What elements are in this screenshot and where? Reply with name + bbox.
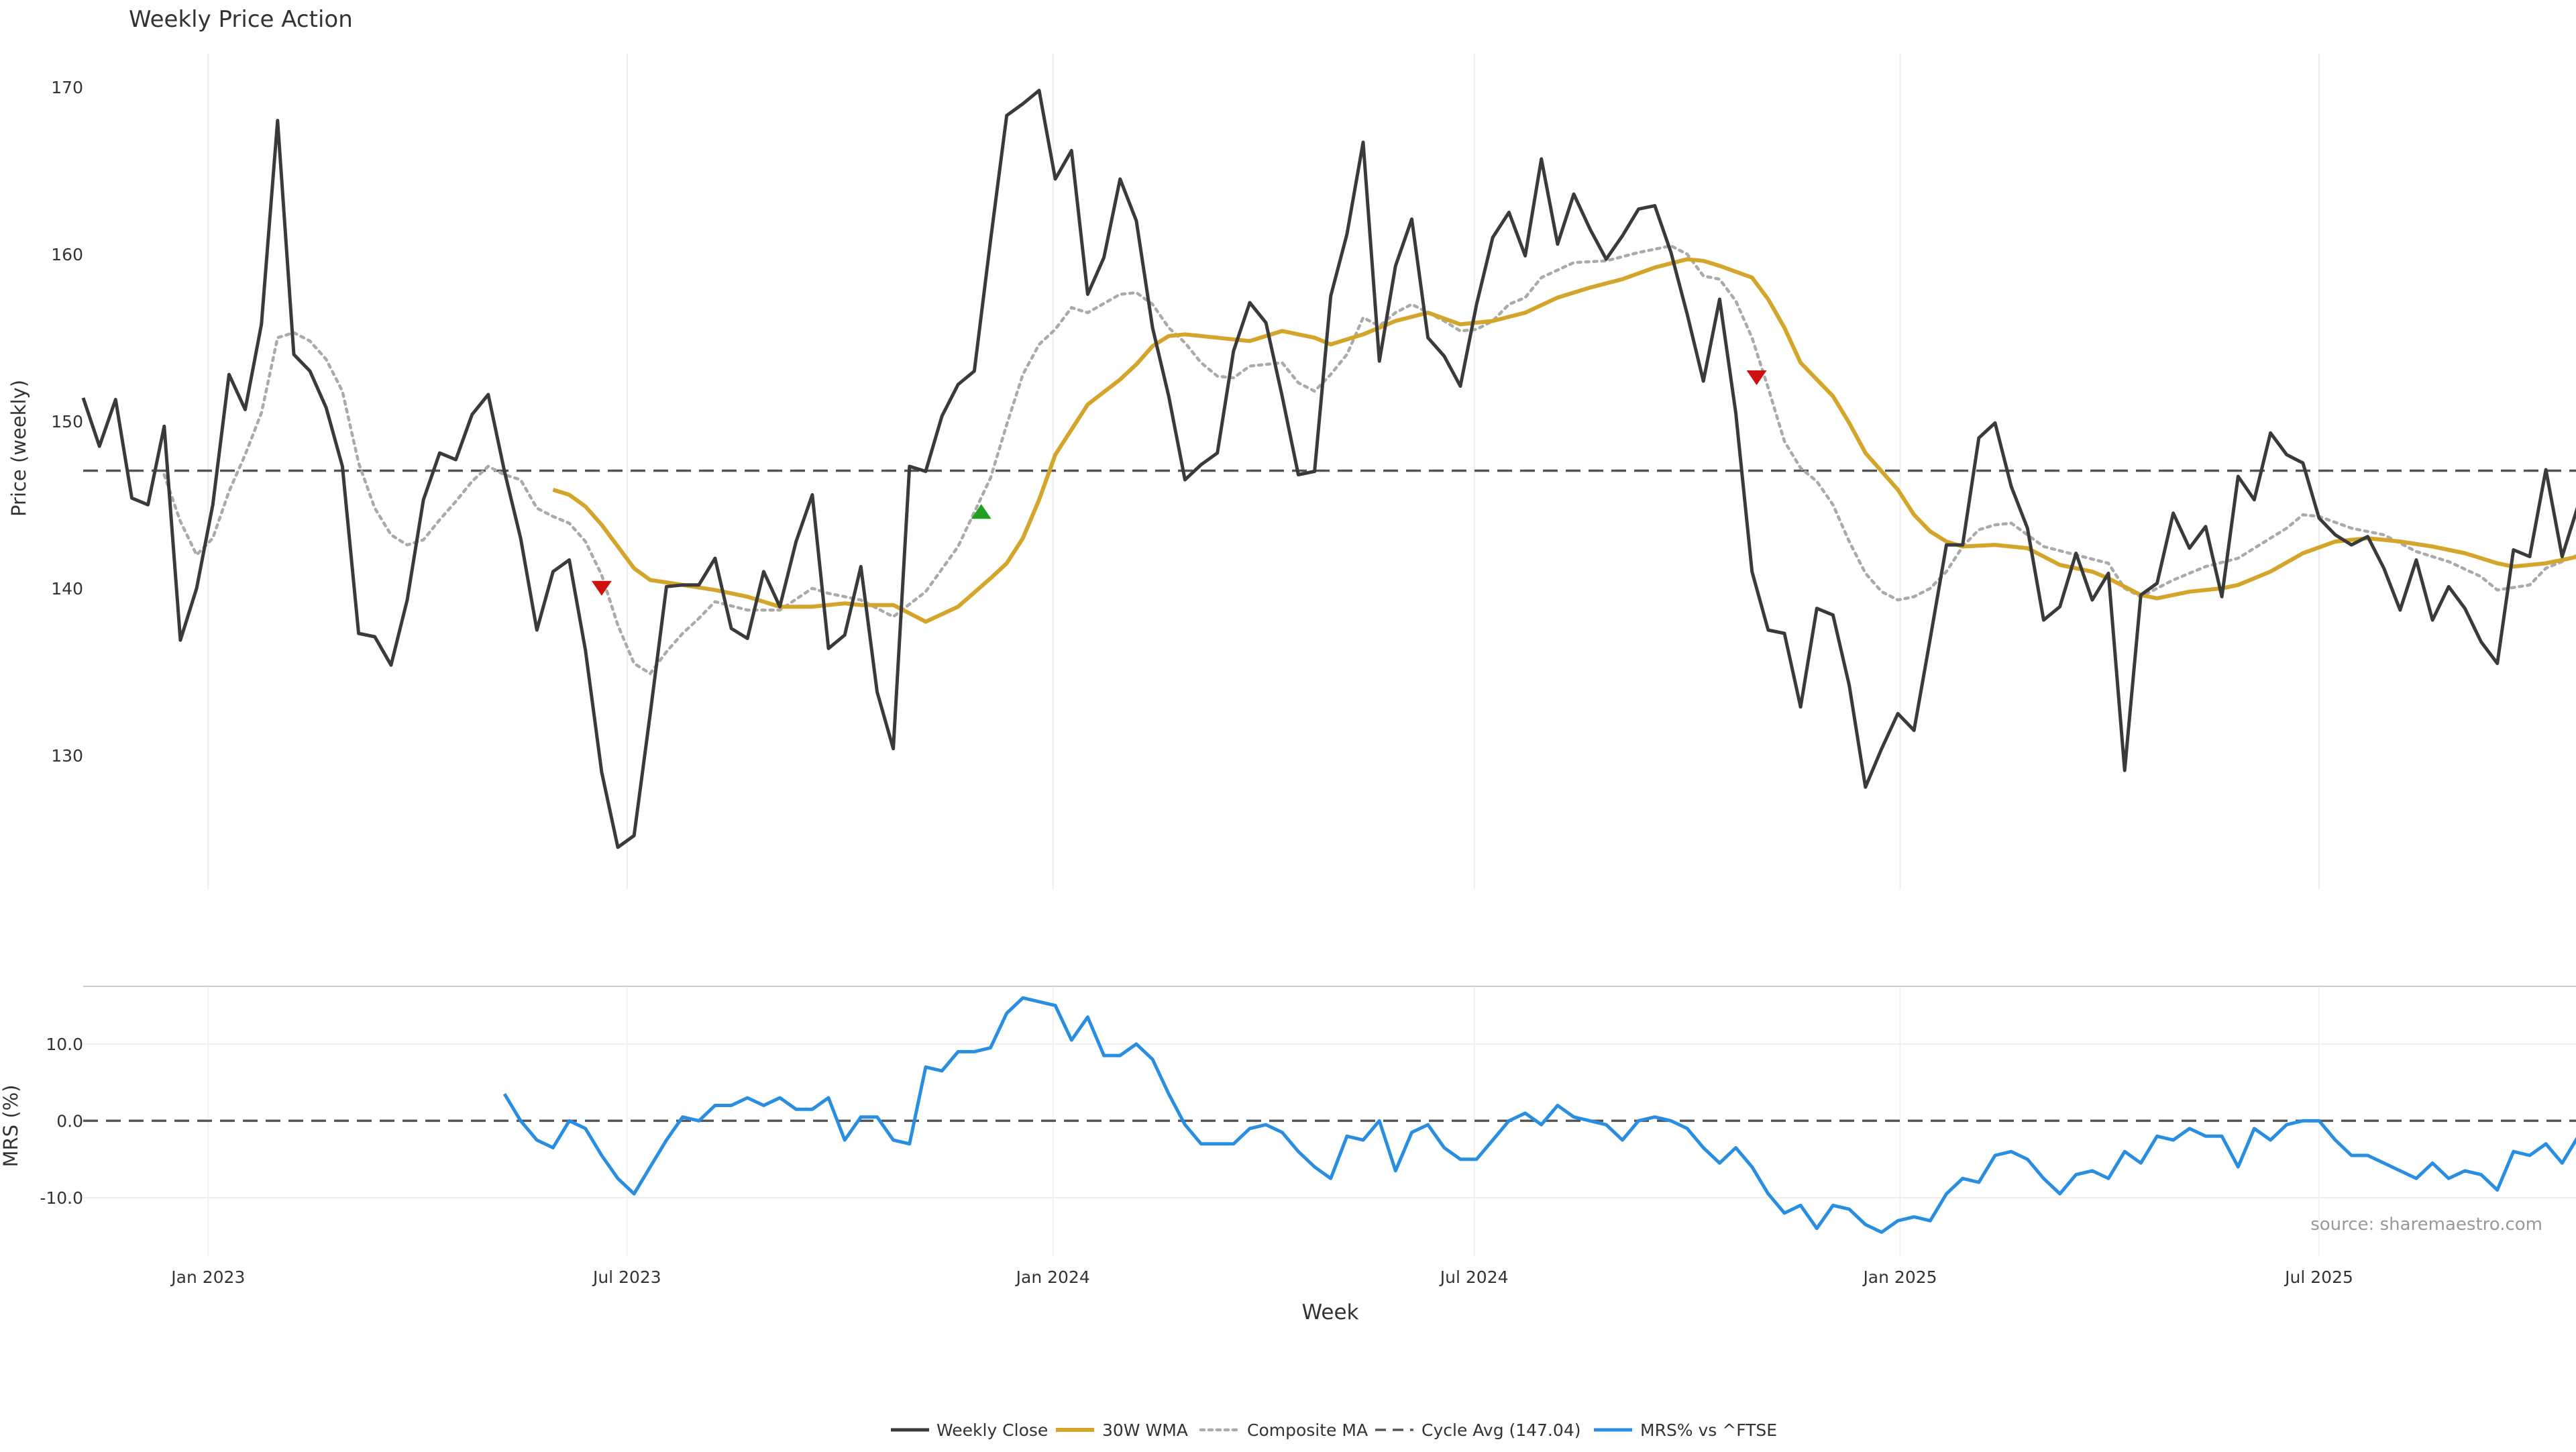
legend-item-wma: 30W WMA [1056, 1420, 1188, 1440]
composite-ma-line [162, 244, 2576, 676]
chart-legend: Weekly Close 30W WMA Composite MA Cycle … [891, 1420, 1777, 1440]
price-y-tick-label: 160 [51, 245, 83, 264]
legend-label-composite: Composite MA [1247, 1420, 1368, 1440]
mrs-horizontal-gridlines [83, 1043, 2576, 1198]
legend-item-mrs: MRS% vs ^FTSE [1594, 1420, 1777, 1440]
x-tick-label: Jul 2025 [2284, 1267, 2353, 1287]
x-tick-label: Jan 2025 [1862, 1267, 1937, 1287]
mrs-y-tick-label: -10.0 [40, 1188, 83, 1208]
x-axis-label: Week [1302, 1300, 1359, 1325]
price-y-axis-label: Price (weekly) [7, 380, 30, 517]
source-note: source: sharemaestro.com [2310, 1214, 2542, 1235]
x-tick-label: Jul 2023 [592, 1267, 661, 1287]
legend-item-weekly-close: Weekly Close [891, 1420, 1048, 1440]
legend-label-wma: 30W WMA [1102, 1420, 1188, 1440]
price-y-tick-label: 140 [51, 579, 83, 599]
x-axis-ticks: Jan 2023 Jul 2023 Jan 2024 Jul 2024 Jan 2025… [170, 1267, 2353, 1287]
sell-signal-marker [591, 580, 612, 596]
weekly-close-line [81, 89, 2576, 849]
mrs-y-axis-label: MRS (%) [0, 1085, 22, 1168]
price-y-tick-label: 150 [51, 412, 83, 431]
legend-label-weekly-close: Weekly Close [936, 1420, 1048, 1440]
x-tick-label: Jul 2024 [1439, 1267, 1509, 1287]
price-y-ticks: 130 140 150 160 170 [51, 78, 83, 766]
price-y-tick-label: 170 [51, 78, 83, 97]
mrs-panel: 10.0 0.0 -10.0 MRS (%) source: sharemaestr… [0, 986, 2576, 1235]
chart-title: Weekly Price Action [129, 6, 353, 33]
mrs-y-ticks: 10.0 0.0 -10.0 [40, 1035, 83, 1208]
legend-item-composite: Composite MA [1199, 1420, 1368, 1440]
signal-markers [591, 370, 1767, 596]
mrs-y-tick-label: 10.0 [46, 1035, 83, 1054]
sell-signal-marker [1746, 370, 1767, 386]
mrs-y-tick-label: 0.0 [56, 1111, 83, 1131]
mrs-vs-ftse-line [502, 996, 2576, 1234]
wma-30w-line [552, 257, 2576, 624]
x-tick-label: Jan 2023 [170, 1267, 245, 1287]
legend-label-mrs: MRS% vs ^FTSE [1640, 1420, 1777, 1440]
buy-signal-marker [971, 504, 991, 519]
legend-label-cycle: Cycle Avg (147.04) [1421, 1420, 1581, 1440]
legend-item-cycle: Cycle Avg (147.04) [1375, 1420, 1581, 1440]
x-tick-label: Jan 2024 [1015, 1267, 1090, 1287]
price-y-tick-label: 130 [51, 746, 83, 766]
price-panel: 130 140 150 160 170 Price (weekly) [7, 54, 2576, 1256]
